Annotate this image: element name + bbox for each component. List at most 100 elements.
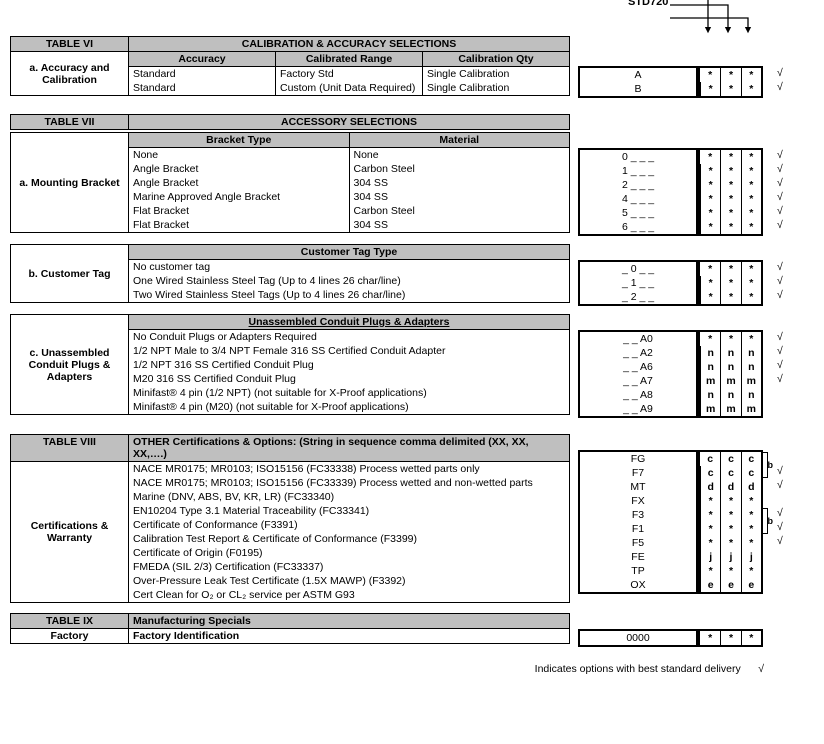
flag-value: * [741, 290, 761, 304]
section-label: a. Accuracy and Calibration [11, 52, 129, 96]
code-value: 5 _ _ _ [580, 206, 696, 220]
flag-value: m [720, 374, 740, 388]
check-mark: √ [769, 288, 809, 302]
flag-value: * [720, 276, 740, 290]
flag-value: * [700, 508, 720, 522]
flag-value: d [700, 480, 720, 494]
check-mark: √ [769, 162, 809, 176]
flag-value: * [741, 332, 761, 346]
flag-value: j [700, 550, 720, 564]
flag-value: * [741, 178, 761, 192]
flag-value: m [700, 402, 720, 416]
flag-value: * [720, 206, 740, 220]
flag-value: * [741, 276, 761, 290]
flag-value: n [720, 346, 740, 360]
flag-value: e [700, 578, 720, 592]
flag-value: n [700, 346, 720, 360]
flag-value: * [741, 522, 761, 536]
code-value: _ _ A8 [580, 388, 696, 402]
code-value: 1 _ _ _ [580, 164, 696, 178]
check-mark: √ [769, 190, 809, 204]
check-mark: √ [769, 464, 809, 478]
code-value: F5 [580, 536, 696, 550]
code-value: 4 _ _ _ [580, 192, 696, 206]
flag-value: c [720, 466, 740, 480]
flag-value: * [741, 150, 761, 164]
code-value: 2 _ _ _ [580, 178, 696, 192]
code-value: _ 1 _ _ [580, 276, 696, 290]
code-value: _ _ A6 [580, 360, 696, 374]
flag-value: * [720, 536, 740, 550]
footer-note: Indicates options with best standard del… [10, 663, 814, 675]
code-value: _ _ A0 [580, 332, 696, 346]
flag-value: e [720, 578, 740, 592]
flag-value: * [741, 164, 761, 178]
flag-value: * [700, 206, 720, 220]
flag-value: j [741, 550, 761, 564]
check-mark [769, 562, 809, 576]
code-value: _ 2 _ _ [580, 290, 696, 304]
flag-value: * [700, 220, 720, 234]
check-mark [769, 492, 809, 506]
arrow-diagram [670, 0, 765, 34]
flag-value: * [700, 564, 720, 578]
check-mark: √ [769, 176, 809, 190]
check-mark: √ [769, 148, 809, 162]
code-value: 0 _ _ _ [580, 150, 696, 164]
flag-value: n [720, 388, 740, 402]
code-value: _ _ A7 [580, 374, 696, 388]
flag-value: * [700, 522, 720, 536]
flag-value: * [720, 564, 740, 578]
flag-value: * [700, 150, 720, 164]
flag-value: j [720, 550, 740, 564]
flag-value: * [700, 494, 720, 508]
table-vii: TABLE VII ACCESSORY SELECTIONS a. Mounti… [10, 114, 814, 424]
check-mark: √ [769, 218, 809, 232]
check-mark: √ [769, 330, 809, 344]
flag-value: * [700, 276, 720, 290]
check-mark: √ [769, 344, 809, 358]
flag-value: * [741, 192, 761, 206]
flag-value: n [700, 388, 720, 402]
flag-value: m [741, 374, 761, 388]
flag-value: * [720, 220, 740, 234]
table-ix: TABLE IX Manufacturing Specials Factory … [10, 613, 814, 653]
flag-value: * [741, 508, 761, 522]
check-mark: √ [769, 506, 809, 520]
flag-value: * [720, 494, 740, 508]
flag-value: * [720, 150, 740, 164]
code-value: _ _ A9 [580, 402, 696, 416]
code-value: OX [580, 578, 696, 592]
flag-value: * [720, 522, 740, 536]
flag-value: * [700, 178, 720, 192]
code-value: MT [580, 480, 696, 494]
flag-value: * [720, 508, 740, 522]
model-label: STD720 [628, 0, 668, 10]
check-mark: √ [769, 478, 809, 492]
check-mark: √ [769, 372, 809, 386]
check-mark [769, 386, 809, 400]
flag-value: * [741, 536, 761, 550]
check-mark: √ [769, 534, 809, 548]
flag-value: * [700, 192, 720, 206]
flag-value: n [700, 360, 720, 374]
flag-value: * [700, 332, 720, 346]
flag-value: n [741, 388, 761, 402]
flag-value: c [700, 466, 720, 480]
flag-value: * [741, 262, 761, 276]
table-viii: TABLE VIII OTHER Certifications & Option… [10, 434, 814, 603]
flag-value: * [720, 262, 740, 276]
flag-value: c [741, 452, 761, 466]
table-id: TABLE VI [11, 37, 129, 52]
check-mark: √ [769, 274, 809, 288]
check-mark: √ [769, 260, 809, 274]
table-title: CALIBRATION & ACCURACY SELECTIONS [129, 37, 570, 52]
check-mark [769, 450, 809, 464]
flag-value: d [720, 480, 740, 494]
flag-value: * [720, 332, 740, 346]
check-mark: √ [769, 520, 809, 534]
flag-value: * [741, 220, 761, 234]
code-value: FG [580, 452, 696, 466]
code-value: TP [580, 564, 696, 578]
flag-value: d [741, 480, 761, 494]
